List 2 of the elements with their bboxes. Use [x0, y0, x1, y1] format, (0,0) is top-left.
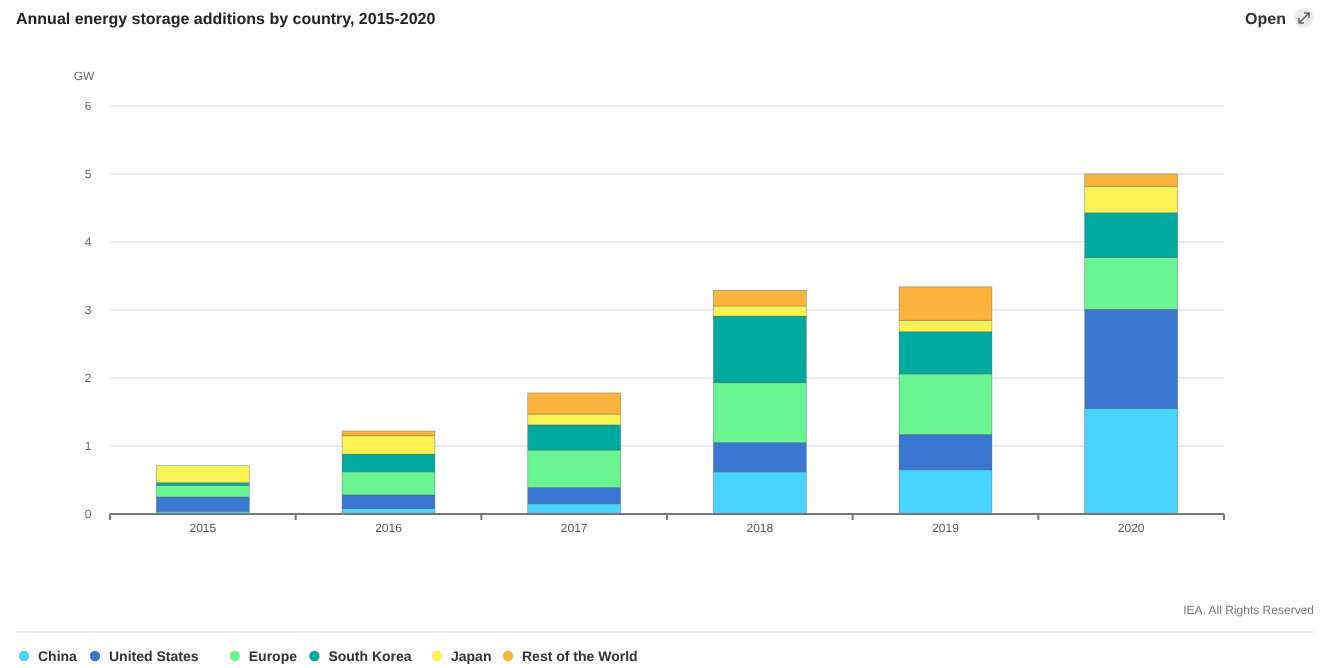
chart-title: Annual energy storage additions by country, 2015-2020: [16, 10, 437, 28]
text: Open: [1245, 10, 1287, 28]
